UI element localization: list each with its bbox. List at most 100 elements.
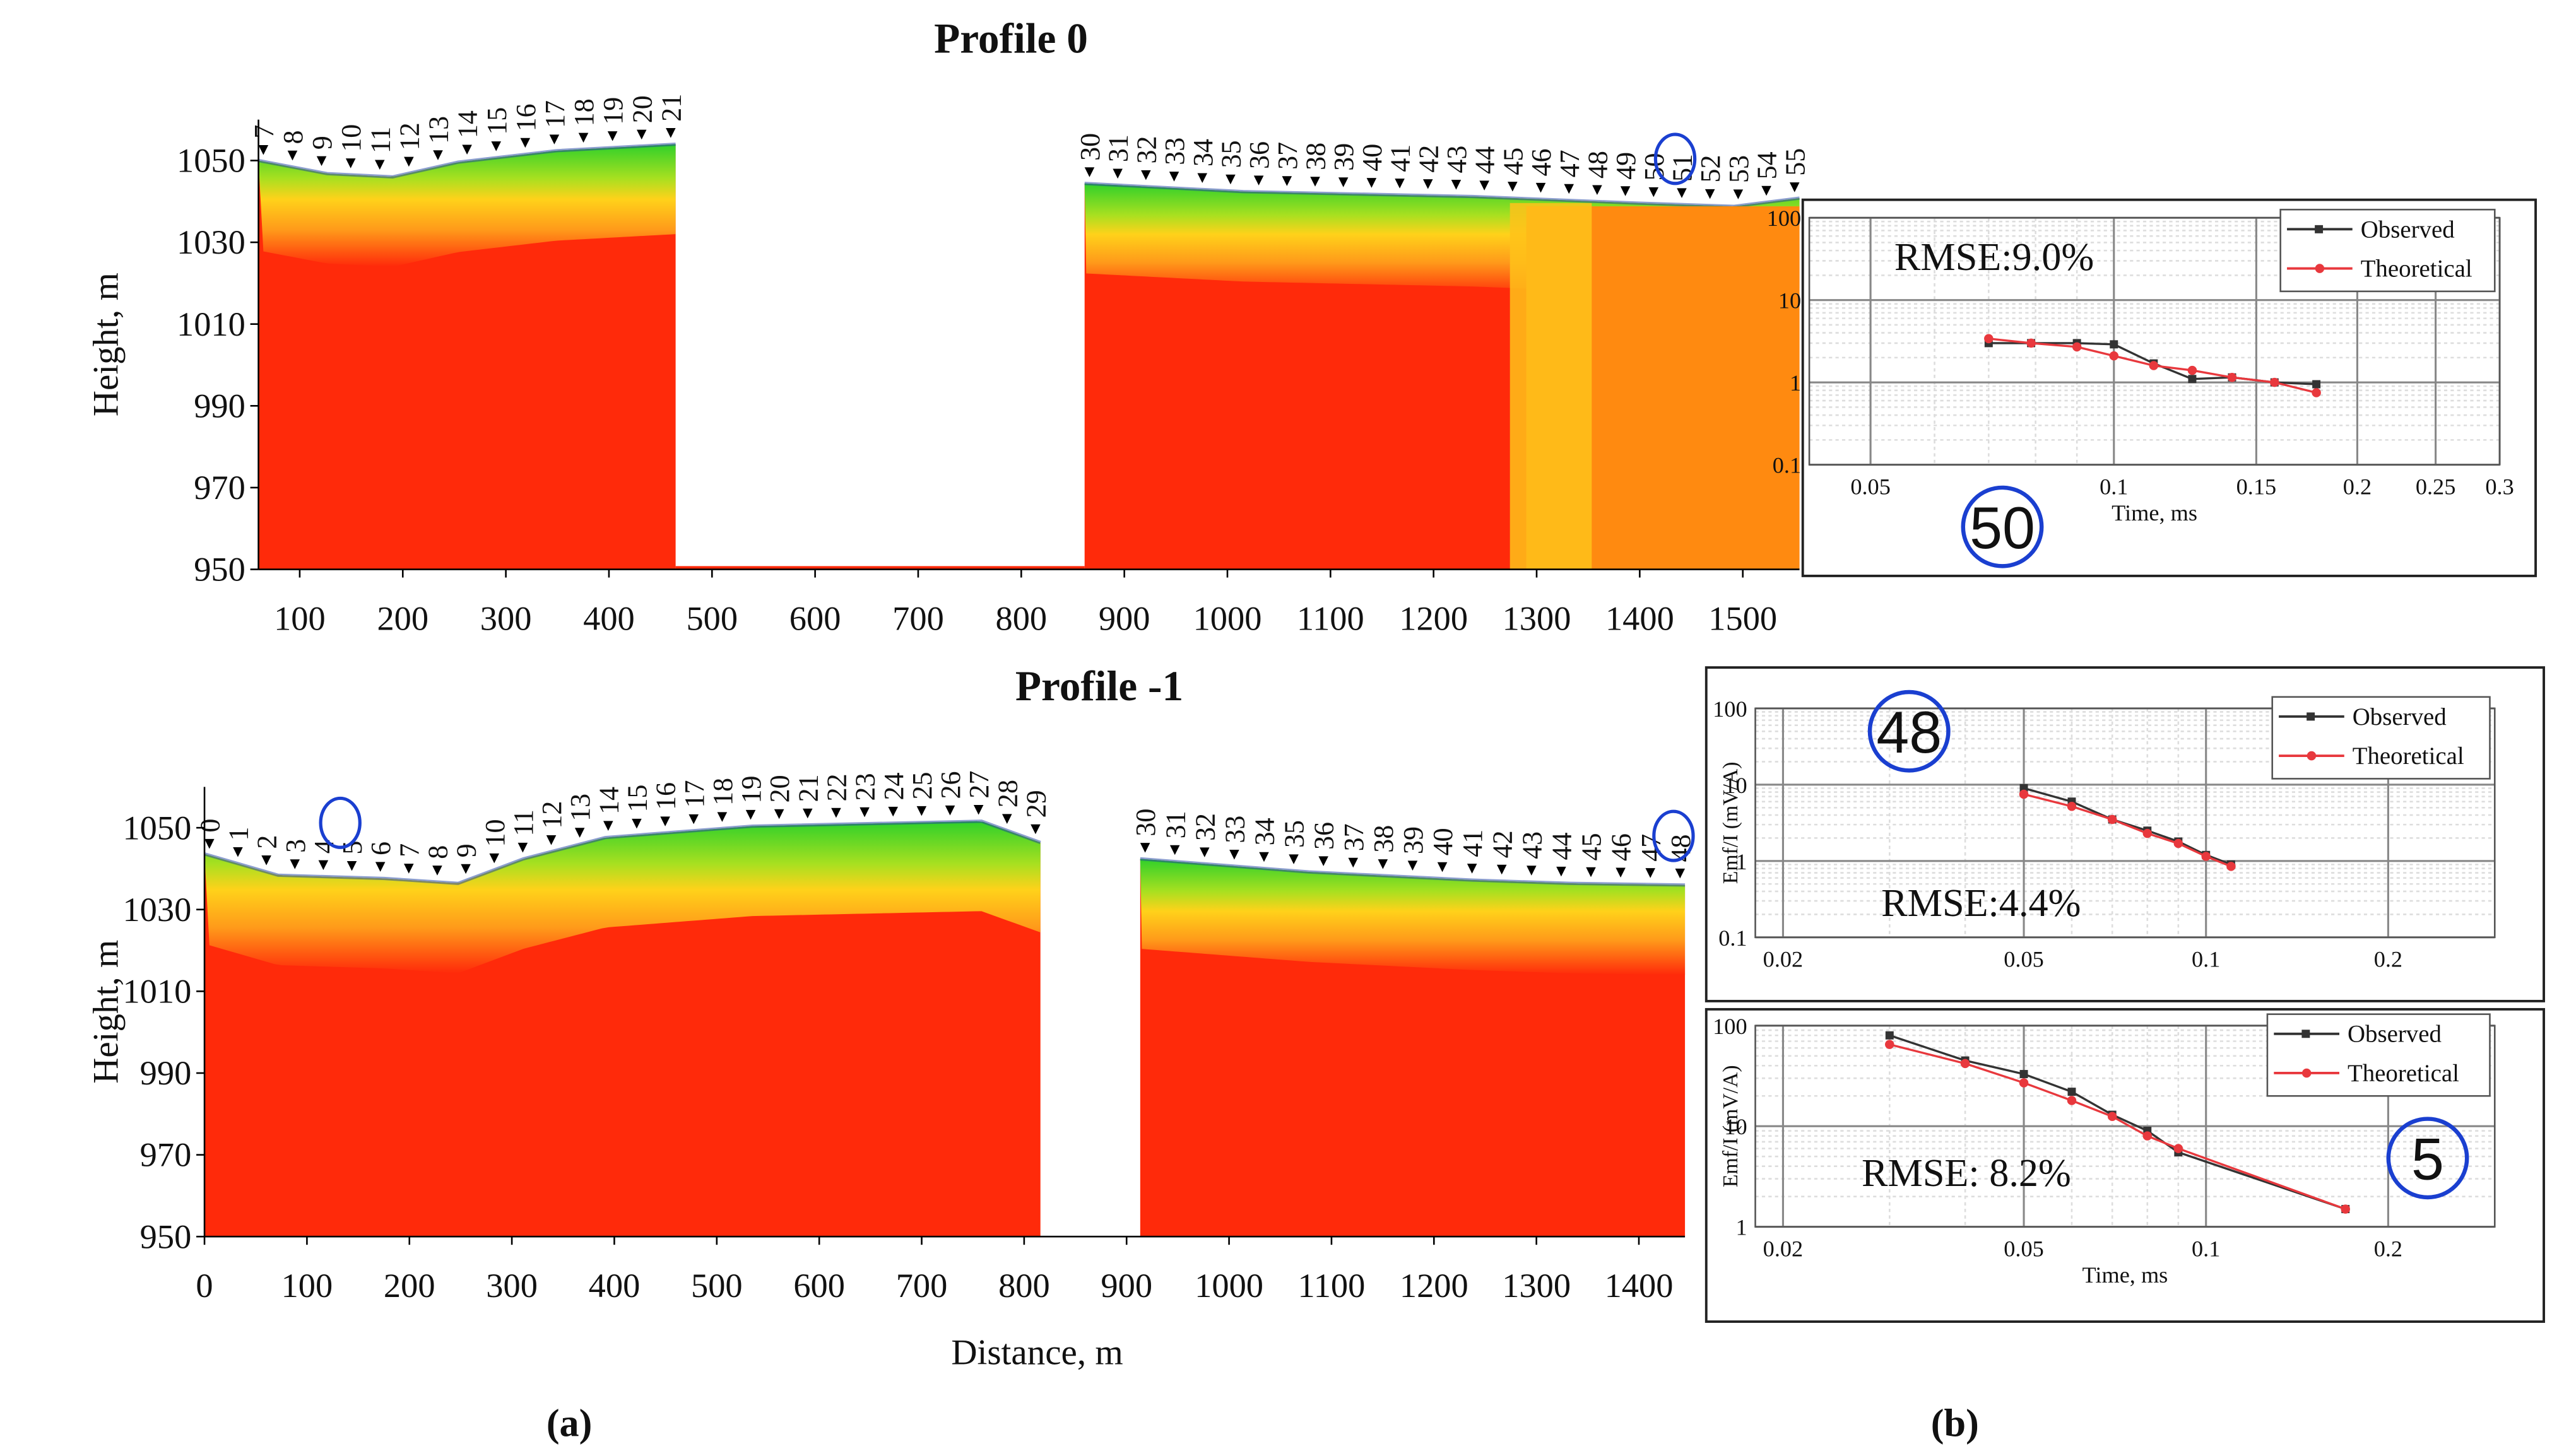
station-marker <box>1113 168 1123 179</box>
x-axis-label: Time, ms <box>2082 1262 2168 1288</box>
x-tick-label: 500 <box>691 1266 743 1305</box>
x-tick-label: 1100 <box>1297 599 1364 637</box>
x-tick-label: 400 <box>583 599 635 637</box>
legend-marker <box>2307 751 2317 761</box>
station-marker <box>945 805 955 816</box>
legend-frame <box>2266 1013 2491 1097</box>
y-axis-label: Emf/I (mV/A) <box>1719 762 1742 884</box>
station-label: 24 <box>878 772 909 800</box>
x-tick-label: 800 <box>998 1266 1050 1305</box>
x-tick-label: 0.2 <box>2343 474 2372 499</box>
station-label: 12 <box>394 122 425 150</box>
station-label: 17 <box>540 100 570 128</box>
station-marker <box>1586 867 1596 878</box>
station-marker <box>1508 182 1518 192</box>
x-tick-label: 0.1 <box>2192 1236 2220 1261</box>
legend-marker <box>2315 264 2325 273</box>
y-tick-label: 10 <box>1724 773 1747 798</box>
theoretical-point <box>1960 1059 1970 1069</box>
section-band <box>1140 859 1686 975</box>
station-marker <box>1310 177 1320 187</box>
station-label: 9 <box>307 136 338 150</box>
station-marker <box>803 808 813 819</box>
legend-marker <box>2301 1030 2310 1038</box>
legend-label: Observed <box>2353 703 2447 731</box>
station-marker <box>1378 859 1388 869</box>
station-label: 38 <box>1368 825 1399 853</box>
station-marker <box>1467 864 1477 874</box>
station-label: 3 <box>280 839 311 853</box>
station-number: 50 <box>1970 495 2035 561</box>
station-label: 41 <box>1457 830 1488 857</box>
station-marker <box>1197 173 1208 184</box>
legend-label: Observed <box>2348 1021 2442 1048</box>
theoretical-point <box>2067 801 2077 811</box>
x-tick-label: 0.05 <box>2004 946 2044 972</box>
station-label: 29 <box>1020 790 1051 818</box>
station-marker <box>1084 167 1095 177</box>
station-marker <box>888 806 898 817</box>
station-label: 32 <box>1131 136 1162 163</box>
station-label: 13 <box>565 794 596 821</box>
station-label: 45 <box>1498 148 1528 175</box>
x-tick-label: 1100 <box>1298 1266 1366 1305</box>
plot-frame <box>1754 707 2496 939</box>
legend-marker <box>2307 712 2315 721</box>
y-tick-label: 1 <box>1735 1215 1747 1240</box>
x-tick-label: 0.3 <box>2485 474 2514 499</box>
theoretical-point <box>2072 342 2082 352</box>
x-tick-label: 1400 <box>1605 1266 1674 1305</box>
legend-marker <box>2301 1068 2312 1078</box>
x-tick-label: 100 <box>281 1266 333 1305</box>
rmse-annotation: RMSE: 8.2% <box>1862 1152 2071 1195</box>
station-label: 38 <box>1301 143 1332 170</box>
observed-point <box>2312 380 2321 389</box>
station-label: 52 <box>1695 155 1726 182</box>
station-label: 14 <box>593 787 624 814</box>
station-label: 47 <box>1554 150 1585 177</box>
station-label: 10 <box>480 819 511 847</box>
station-label: 6 <box>365 842 396 855</box>
station-marker <box>261 855 271 866</box>
station-label: 49 <box>1610 152 1641 180</box>
x-tick-label: 0.02 <box>1763 1236 1804 1261</box>
station-marker <box>636 129 647 140</box>
station-marker <box>404 864 414 874</box>
y-tick-label: 990 <box>194 386 245 425</box>
station-label: 46 <box>1606 833 1637 861</box>
theoretical-point <box>2270 377 2279 387</box>
theoretical-point <box>2142 828 2153 838</box>
chart-title: Profile -1 <box>1015 662 1183 710</box>
station-marker <box>432 866 442 876</box>
x-tick-label: 900 <box>1099 599 1150 637</box>
x-tick-label: 300 <box>480 599 532 637</box>
station-marker <box>318 860 329 871</box>
y-tick-label: 100 <box>1767 206 1801 231</box>
x-tick-label: 0.1 <box>2192 946 2220 972</box>
station-marker <box>603 821 613 831</box>
station-marker <box>1556 866 1566 877</box>
station-label: 37 <box>1272 142 1303 170</box>
y-tick-label: 950 <box>140 1217 192 1255</box>
station-marker <box>1451 180 1462 190</box>
station-marker <box>1226 174 1236 185</box>
y-tick-label: 990 <box>140 1054 192 1092</box>
station-label: 35 <box>1215 140 1246 168</box>
x-tick-label: 100 <box>274 599 326 637</box>
panel-label: (b) <box>1931 1402 1979 1445</box>
station-marker <box>1169 172 1179 182</box>
station-label: 48 <box>1582 151 1613 179</box>
theoretical-point <box>1984 334 1994 344</box>
x-tick-label: 1400 <box>1605 599 1674 637</box>
station-marker <box>1140 843 1150 853</box>
station-label: 34 <box>1249 818 1280 845</box>
theoretical-point <box>2201 852 2211 861</box>
station-marker <box>1259 852 1269 862</box>
surface-line <box>1140 857 1686 887</box>
station-marker <box>1141 170 1151 180</box>
legend-marker <box>2315 225 2324 233</box>
legend-frame <box>2279 208 2496 293</box>
station-label: 44 <box>1546 832 1577 860</box>
station-marker <box>546 835 557 845</box>
station-label: 1 <box>223 827 254 841</box>
